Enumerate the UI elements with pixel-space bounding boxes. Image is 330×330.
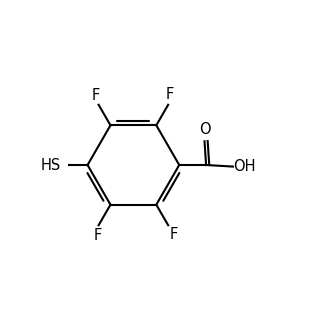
Text: F: F (94, 228, 102, 243)
Text: F: F (91, 88, 100, 103)
Text: F: F (165, 87, 174, 102)
Text: F: F (170, 227, 178, 242)
Text: HS: HS (41, 157, 61, 173)
Text: OH: OH (234, 159, 256, 174)
Text: O: O (199, 122, 210, 138)
